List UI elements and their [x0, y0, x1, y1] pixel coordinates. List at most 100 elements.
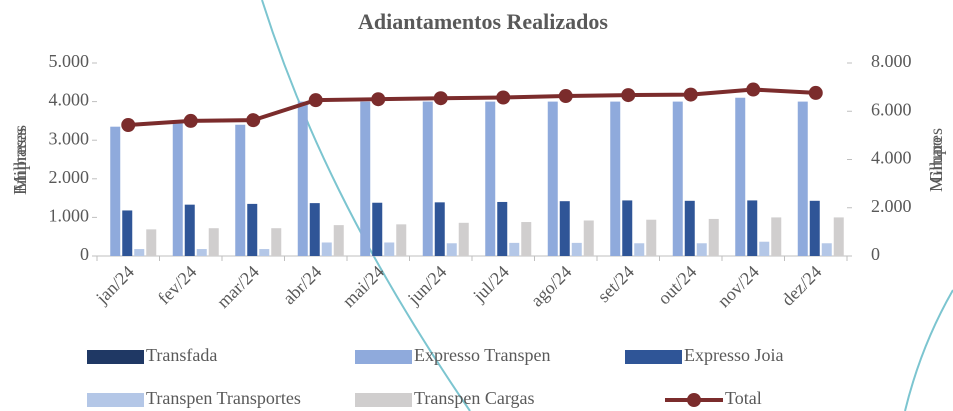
legend-swatch	[355, 393, 412, 407]
bar	[110, 126, 121, 256]
chart-title: Adiantamentos Realizados	[358, 9, 608, 34]
x-tick-label: set/24	[593, 262, 638, 307]
legend-swatch	[355, 350, 412, 364]
bar	[208, 228, 219, 256]
line-marker	[683, 87, 698, 102]
y-tick-label: 0	[80, 244, 89, 264]
legend-swatch	[687, 393, 701, 407]
x-tick-label: nov/24	[713, 262, 763, 312]
bar	[684, 200, 695, 256]
bar	[384, 242, 395, 256]
bar	[571, 242, 582, 256]
line-marker	[621, 88, 636, 103]
line-marker	[808, 85, 823, 100]
x-tick-label: fev/24	[154, 262, 201, 309]
line-marker	[246, 113, 261, 128]
bar	[497, 201, 508, 256]
bar	[134, 249, 145, 256]
bar	[610, 101, 621, 256]
bar	[247, 203, 258, 256]
legend-label: Total	[725, 388, 762, 408]
bar	[122, 210, 133, 256]
y2-tick-label: 2.000	[871, 196, 912, 216]
bar	[672, 101, 683, 256]
bar	[172, 122, 183, 256]
bar	[458, 222, 469, 256]
legend-swatch	[87, 350, 144, 364]
legend-label: Expresso Transpen	[414, 345, 551, 365]
bar	[184, 204, 195, 256]
x-tick-label: abr/24	[279, 262, 326, 309]
bar	[708, 218, 719, 256]
line-marker	[308, 93, 323, 108]
decoration	[904, 289, 953, 411]
bar	[509, 242, 520, 256]
y2-tick-label: 0	[871, 244, 880, 264]
y2-tick-label: 8.000	[871, 51, 912, 71]
bar	[146, 229, 157, 256]
bar	[634, 243, 645, 256]
x-tick-label: dez/24	[777, 262, 825, 310]
y2-tick-label: 4.000	[871, 148, 912, 168]
legend-label: Transpen Transportes	[146, 388, 301, 408]
y2-axis-title: Grupo	[926, 137, 946, 183]
legend-label: Transfada	[146, 345, 217, 365]
bar	[696, 243, 707, 256]
x-tick-label: jul/24	[468, 262, 513, 307]
bar	[396, 224, 407, 256]
bar	[833, 217, 844, 256]
bar	[771, 217, 782, 256]
y2-tick-label: 6.000	[871, 99, 912, 119]
line-marker	[183, 113, 198, 128]
bar	[309, 203, 320, 256]
x-tick-label: out/24	[654, 262, 701, 309]
bar	[422, 101, 433, 256]
bar	[735, 97, 746, 257]
bar	[333, 225, 344, 256]
y-axis-units: Milhares	[10, 128, 30, 192]
legend-label: Expresso Joia	[684, 345, 783, 365]
x-tick-label: ago/24	[527, 262, 576, 311]
bar	[747, 200, 758, 256]
bar	[759, 241, 770, 256]
legend-swatch	[625, 350, 682, 364]
x-tick-label: mai/24	[338, 262, 387, 311]
line-marker	[746, 82, 761, 97]
x-tick-label: mar/24	[213, 262, 263, 312]
x-tick-label: jan/24	[91, 262, 138, 309]
bar	[372, 202, 383, 256]
bar	[196, 249, 207, 256]
line-marker	[371, 92, 386, 107]
bar	[583, 220, 594, 256]
bar	[259, 249, 270, 256]
bar	[559, 201, 570, 256]
bar	[797, 101, 808, 256]
y-axis-title: Empresas	[10, 125, 30, 195]
bar	[547, 101, 558, 256]
legend-swatch	[87, 393, 144, 407]
bar	[485, 101, 496, 256]
x-tick-label: jun/24	[403, 262, 450, 309]
bar	[434, 202, 445, 256]
bar	[360, 101, 371, 256]
bar	[297, 101, 308, 256]
y-tick-label: 3.000	[49, 128, 90, 148]
bar	[446, 243, 457, 256]
line-marker	[496, 90, 511, 105]
bar	[235, 124, 246, 256]
line-marker	[433, 91, 448, 106]
bar	[521, 222, 532, 256]
y-tick-label: 4.000	[49, 90, 90, 110]
bar	[622, 200, 633, 256]
bar	[321, 242, 332, 256]
bar	[821, 243, 832, 256]
decoration	[261, 0, 471, 411]
line-marker	[558, 89, 573, 104]
bar	[271, 228, 282, 256]
y2-axis-units: Milhares	[926, 128, 946, 192]
y-tick-label: 2.000	[49, 167, 90, 187]
bar	[646, 219, 657, 256]
line	[128, 87, 816, 127]
y-tick-label: 1.000	[49, 206, 90, 226]
